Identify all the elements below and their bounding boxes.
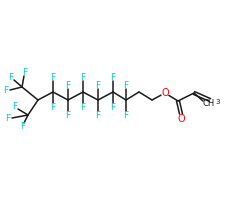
Text: F: F: [66, 80, 71, 90]
Text: F: F: [123, 110, 129, 119]
Text: 3: 3: [216, 98, 220, 104]
Text: F: F: [8, 73, 13, 82]
Text: F: F: [110, 72, 116, 82]
Text: O: O: [161, 88, 169, 98]
Text: F: F: [110, 102, 116, 112]
Text: F: F: [80, 72, 86, 82]
Text: F: F: [50, 72, 56, 82]
Text: F: F: [4, 86, 9, 95]
Text: O: O: [177, 114, 185, 124]
Text: F: F: [80, 102, 86, 112]
Text: F: F: [20, 122, 25, 131]
Text: F: F: [12, 102, 17, 111]
Text: F: F: [96, 110, 101, 119]
Text: F: F: [50, 102, 56, 112]
Text: F: F: [66, 110, 71, 119]
Text: CH: CH: [203, 99, 215, 108]
Text: F: F: [22, 68, 27, 77]
Text: F: F: [123, 80, 129, 90]
Text: F: F: [6, 114, 11, 123]
Text: F: F: [96, 80, 101, 90]
